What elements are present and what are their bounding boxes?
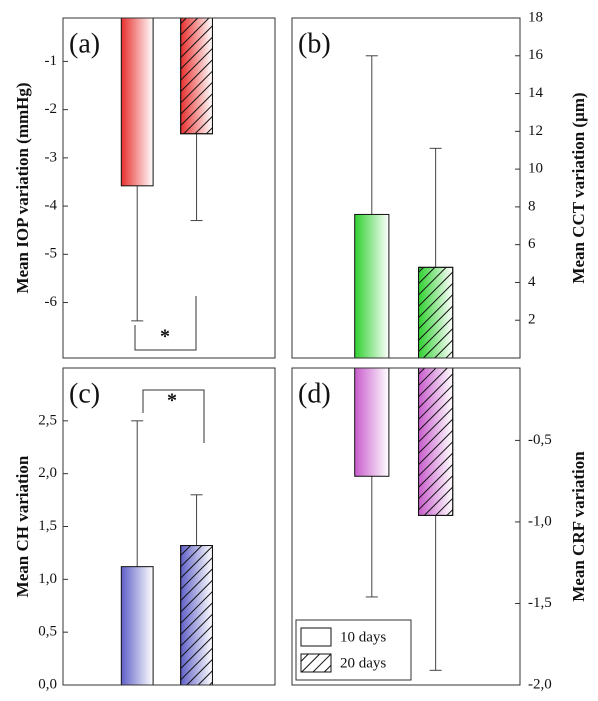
y-tick-label: 4 xyxy=(528,274,536,290)
legend-label: 20 days xyxy=(340,655,386,671)
bar-hatch xyxy=(180,17,213,135)
plot-frame xyxy=(62,17,276,359)
y-tick-label: 14 xyxy=(528,85,544,101)
bar xyxy=(354,367,390,477)
significance-star: * xyxy=(167,390,177,412)
legend: 10 days 20 days xyxy=(295,619,412,681)
y-tick-label: -0,5 xyxy=(528,432,552,448)
y-tick-label: 0,5 xyxy=(38,624,57,640)
y-axis-label: Mean CCT variation (μm) xyxy=(569,92,588,283)
y-tick-label: 6 xyxy=(528,236,536,252)
panel-label: (c) xyxy=(69,378,100,409)
bar-hatch xyxy=(418,266,454,359)
significance-star: * xyxy=(160,326,170,348)
significance-a xyxy=(134,296,197,351)
panel-label: (d) xyxy=(298,378,331,409)
bar-hatch xyxy=(180,545,213,686)
panel-label: (a) xyxy=(69,28,100,59)
y-tick-label: 0,0 xyxy=(38,676,57,692)
plot-frame xyxy=(291,367,521,686)
y-tick-label: -1 xyxy=(45,53,58,69)
bar xyxy=(120,566,154,686)
y-tick-label: 10 xyxy=(528,161,543,177)
y-tick-label: 2,0 xyxy=(38,465,57,481)
y-tick-label: -3 xyxy=(45,149,58,165)
y-tick-label: -1,5 xyxy=(528,595,552,611)
y-tick-label: -2,0 xyxy=(528,676,552,692)
y-tick-label: 1,0 xyxy=(38,571,57,587)
y-tick-label: 2 xyxy=(528,312,536,328)
y-axis-label: Mean CRF variation xyxy=(569,451,588,602)
plot-frame xyxy=(62,367,276,686)
bar xyxy=(354,213,390,359)
bar-hatch xyxy=(418,367,454,516)
significance-c xyxy=(142,389,205,443)
y-tick-label: 2,5 xyxy=(38,412,57,428)
y-tick-label: 16 xyxy=(528,47,544,63)
y-tick-label: -1,0 xyxy=(528,513,552,529)
y-tick-label: 18 xyxy=(528,9,543,25)
y-tick-label: -4 xyxy=(45,198,58,214)
y-tick-label: 12 xyxy=(528,123,543,139)
y-axis-label: Mean CH variation xyxy=(13,455,32,597)
y-tick-label: 8 xyxy=(528,198,536,214)
y-tick-label: 1,5 xyxy=(38,518,57,534)
legend-label: 10 days xyxy=(340,629,386,645)
panel-label: (b) xyxy=(298,28,331,59)
y-axis-label: Mean IOP variation (mmHg) xyxy=(13,82,32,293)
plot-frame xyxy=(291,17,521,359)
bar xyxy=(120,17,154,187)
y-tick-label: -5 xyxy=(45,246,58,262)
y-tick-label: -2 xyxy=(45,101,58,117)
y-tick-label: -6 xyxy=(45,294,58,310)
